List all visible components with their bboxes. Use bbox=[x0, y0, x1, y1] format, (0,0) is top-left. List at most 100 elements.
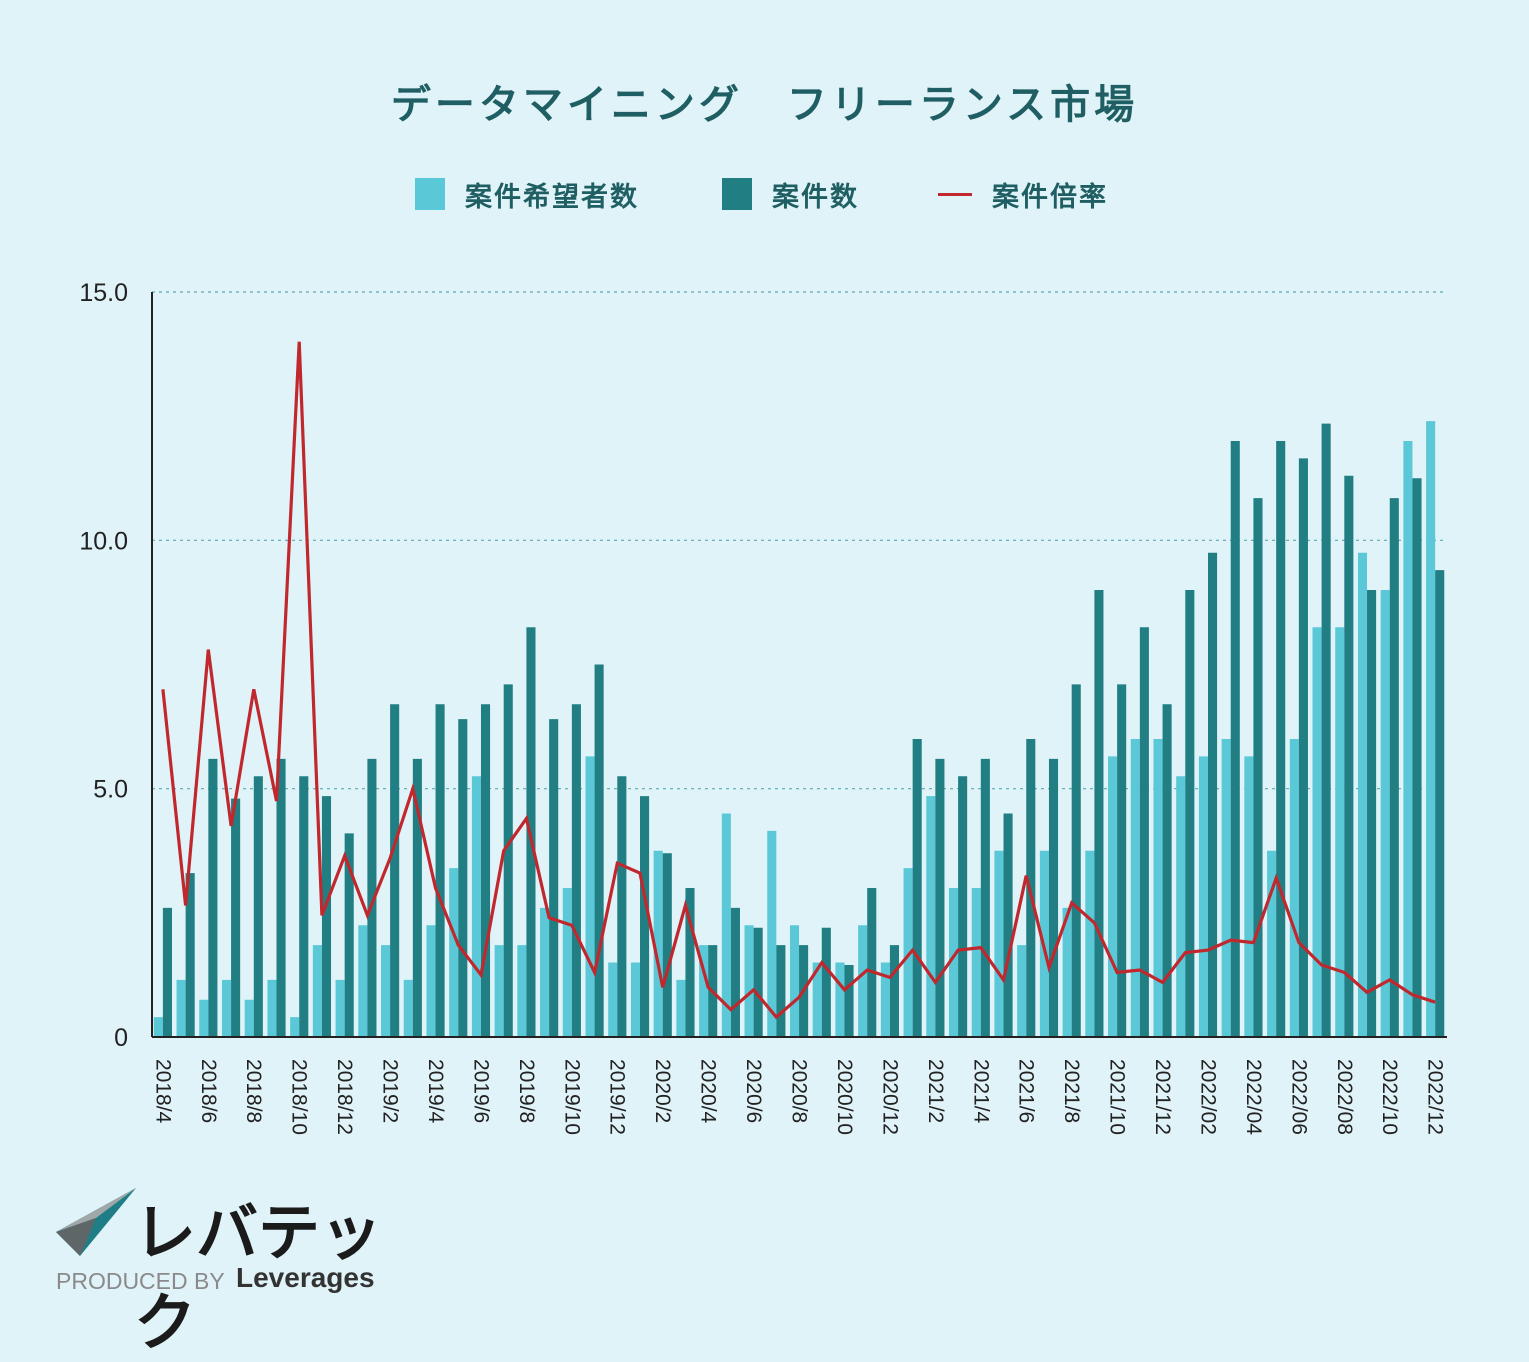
chart-title: データマイニング フリーランス市場 bbox=[390, 82, 1139, 128]
bar-projects bbox=[1003, 813, 1013, 1037]
bar-projects bbox=[276, 758, 286, 1037]
x-tick-label: 2020/4 bbox=[697, 1059, 720, 1124]
bar-applicants bbox=[1312, 627, 1322, 1037]
bar-applicants bbox=[608, 962, 618, 1037]
bar-projects bbox=[935, 758, 945, 1037]
logo-mark-icon bbox=[56, 1188, 136, 1256]
x-tick-label: 2021/8 bbox=[1060, 1059, 1083, 1123]
bar-applicants bbox=[721, 813, 731, 1037]
bar-applicants bbox=[403, 979, 413, 1037]
x-tick-label: 2018/6 bbox=[197, 1059, 220, 1123]
x-tick-label: 2022/04 bbox=[1242, 1059, 1265, 1135]
bar-projects bbox=[549, 719, 559, 1037]
bar-projects bbox=[480, 704, 491, 1037]
bar-projects bbox=[185, 873, 195, 1037]
bar-projects bbox=[503, 684, 513, 1037]
produced-by: PRODUCED BY bbox=[56, 1268, 225, 1294]
y-tick-label: 10.0 bbox=[79, 527, 128, 555]
x-tick-label: 2020/2 bbox=[651, 1059, 674, 1123]
bar-projects bbox=[299, 776, 309, 1037]
logo-text: レバテック bbox=[134, 1196, 383, 1359]
bar-applicants bbox=[835, 962, 845, 1037]
bar-applicants bbox=[858, 925, 868, 1037]
bar-projects bbox=[685, 888, 695, 1037]
legend-label-ratio: 案件倍率 bbox=[992, 181, 1108, 213]
bar-applicants bbox=[1130, 739, 1140, 1037]
bar-projects bbox=[1276, 441, 1286, 1037]
x-tick-label: 2021/12 bbox=[1151, 1059, 1174, 1135]
legend-swatch-applicants bbox=[415, 178, 445, 210]
bar-applicants bbox=[994, 850, 1004, 1037]
bar-applicants bbox=[1221, 739, 1231, 1037]
bar-projects bbox=[617, 776, 627, 1037]
bar-projects bbox=[776, 945, 786, 1037]
bar-projects bbox=[1389, 498, 1399, 1037]
bar-projects bbox=[253, 776, 263, 1037]
bar-projects bbox=[412, 758, 422, 1037]
x-tick-label: 2019/12 bbox=[606, 1059, 629, 1135]
x-tick-label: 2021/6 bbox=[1015, 1059, 1038, 1123]
bar-projects bbox=[1367, 590, 1377, 1037]
produced-brand: Leverages bbox=[236, 1262, 375, 1293]
bar-projects bbox=[1094, 590, 1104, 1037]
bar-applicants bbox=[948, 888, 959, 1037]
bar-applicants bbox=[1085, 850, 1095, 1037]
bar-projects bbox=[208, 758, 218, 1037]
bar-applicants bbox=[449, 868, 459, 1037]
bar-projects bbox=[1048, 758, 1059, 1037]
bar-applicants bbox=[335, 979, 345, 1037]
x-tick-label: 2018/8 bbox=[242, 1059, 265, 1123]
bar-projects bbox=[1207, 552, 1218, 1037]
bar-applicants bbox=[676, 979, 686, 1037]
bar-projects bbox=[1412, 478, 1422, 1037]
bar-applicants bbox=[926, 796, 936, 1037]
x-tick-label: 2020/12 bbox=[878, 1059, 901, 1135]
bar-applicants bbox=[562, 888, 572, 1037]
bar-applicants bbox=[1335, 627, 1345, 1037]
bar-applicants bbox=[471, 776, 481, 1037]
legend-line-ratio bbox=[938, 192, 972, 196]
legend-label-projects: 案件数 bbox=[772, 181, 859, 213]
bar-applicants bbox=[903, 868, 913, 1037]
bar-projects bbox=[821, 927, 831, 1037]
bar-applicants bbox=[630, 962, 641, 1037]
bar-projects bbox=[867, 888, 877, 1037]
bar-projects bbox=[571, 704, 581, 1037]
bar-applicants bbox=[812, 962, 822, 1037]
bar-applicants bbox=[1357, 552, 1368, 1037]
bar-applicants bbox=[244, 999, 254, 1037]
y-tick-label: 15.0 bbox=[79, 279, 128, 307]
legend-item-projects: 案件数 bbox=[722, 170, 859, 218]
bar-applicants bbox=[1267, 850, 1277, 1037]
bar-applicants bbox=[1176, 776, 1186, 1037]
bar-projects bbox=[435, 704, 445, 1037]
bar-applicants bbox=[267, 979, 277, 1037]
bar-projects bbox=[1071, 684, 1081, 1037]
bar-applicants bbox=[1403, 441, 1413, 1037]
bar-applicants bbox=[540, 907, 550, 1037]
bar-projects bbox=[1435, 570, 1445, 1037]
x-tick-label: 2020/8 bbox=[788, 1059, 811, 1123]
x-tick-label: 2018/12 bbox=[333, 1059, 356, 1135]
brand-logo: レバテック PRODUCED BY Leverages bbox=[56, 1188, 396, 1359]
bar-projects bbox=[594, 664, 604, 1037]
x-tick-label: 2020/10 bbox=[833, 1059, 856, 1135]
bar-projects bbox=[753, 927, 763, 1037]
x-tick-label: 2019/4 bbox=[424, 1059, 447, 1124]
bar-applicants bbox=[1108, 756, 1118, 1037]
bar-applicants bbox=[153, 1017, 163, 1037]
bar-projects bbox=[231, 798, 241, 1037]
bar-applicants bbox=[381, 945, 391, 1037]
bar-projects bbox=[390, 704, 400, 1037]
bar-projects bbox=[162, 907, 172, 1037]
bar-applicants bbox=[199, 999, 209, 1037]
bar-applicants bbox=[426, 925, 436, 1037]
bar-applicants bbox=[585, 756, 595, 1037]
bar-projects bbox=[1344, 475, 1354, 1037]
bar-applicants bbox=[1380, 590, 1390, 1037]
x-tick-label: 2019/2 bbox=[379, 1059, 402, 1123]
bar-applicants bbox=[744, 925, 754, 1037]
bar-projects bbox=[1185, 590, 1195, 1037]
bar-projects bbox=[1139, 627, 1149, 1037]
bar-projects bbox=[1230, 441, 1240, 1037]
